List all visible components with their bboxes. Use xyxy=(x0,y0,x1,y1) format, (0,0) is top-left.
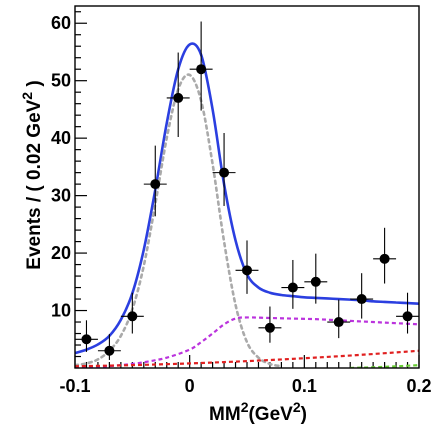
data-marker xyxy=(127,311,138,322)
y-tick-labels: 10 20 30 40 50 60 xyxy=(51,13,71,320)
data-point xyxy=(350,273,374,319)
data-marker xyxy=(310,276,321,287)
y-tick-label: 40 xyxy=(51,128,71,148)
data-point xyxy=(258,306,282,343)
data-point xyxy=(120,292,144,334)
x-axis-title-unit-sup: 2 xyxy=(293,399,301,415)
data-marker xyxy=(287,282,298,293)
data-point xyxy=(166,52,190,138)
y-tick-label: 20 xyxy=(51,243,71,263)
x-axis-title-unit: (GeV xyxy=(248,404,293,425)
data-point xyxy=(75,320,98,352)
y-axis-title: Events / ( 0.02 GeV2 ) xyxy=(19,80,45,269)
x-axis-title-close: ) xyxy=(301,404,307,425)
data-marker xyxy=(264,322,275,333)
data-point xyxy=(281,259,305,309)
y-tick-label: 10 xyxy=(51,301,71,321)
data-point xyxy=(97,334,121,360)
data-point xyxy=(327,299,351,339)
x-tick-label: -0.1 xyxy=(59,376,90,396)
y-tick-label: 50 xyxy=(51,71,71,91)
x-axis-title: MM2(GeV2) xyxy=(209,399,307,425)
data-point xyxy=(235,240,259,294)
y-axis-title-close: ) xyxy=(24,80,45,92)
x-tick-label: 0.2 xyxy=(406,376,431,396)
background-curve-3 xyxy=(75,349,419,368)
y-axis-title-main: Events / ( 0.02 GeV xyxy=(24,99,45,269)
data-marker xyxy=(104,345,115,356)
x-tick-label: 0 xyxy=(185,376,195,396)
data-point xyxy=(304,253,328,304)
data-point xyxy=(373,227,397,284)
data-marker xyxy=(356,294,367,305)
x-axis-title-main: MM xyxy=(209,404,241,425)
y-axis-title-sup: 2 xyxy=(19,92,35,100)
data-marker xyxy=(379,253,390,264)
data-marker xyxy=(219,167,230,178)
total-fit-curve-0 xyxy=(75,42,419,355)
y-tick-label: 60 xyxy=(51,13,71,33)
x-tick-label: 0.1 xyxy=(292,376,317,396)
y-tick-label: 30 xyxy=(51,186,71,206)
data-marker xyxy=(173,92,184,103)
fit-curves xyxy=(75,42,419,368)
data-marker xyxy=(242,265,252,276)
data-point xyxy=(396,292,419,334)
data-points xyxy=(75,21,419,360)
data-point xyxy=(189,21,213,111)
x-axis-title-sup: 2 xyxy=(241,399,249,415)
plot-frame xyxy=(74,5,420,369)
data-point xyxy=(143,145,167,217)
x-tick-labels: -0.1 0 0.1 0.2 xyxy=(59,376,431,396)
plot-axes xyxy=(74,11,420,368)
data-marker xyxy=(81,334,92,345)
data-point xyxy=(212,132,236,206)
data-marker xyxy=(333,317,344,328)
data-marker xyxy=(196,64,207,75)
data-marker xyxy=(150,179,161,190)
data-marker xyxy=(402,311,413,322)
